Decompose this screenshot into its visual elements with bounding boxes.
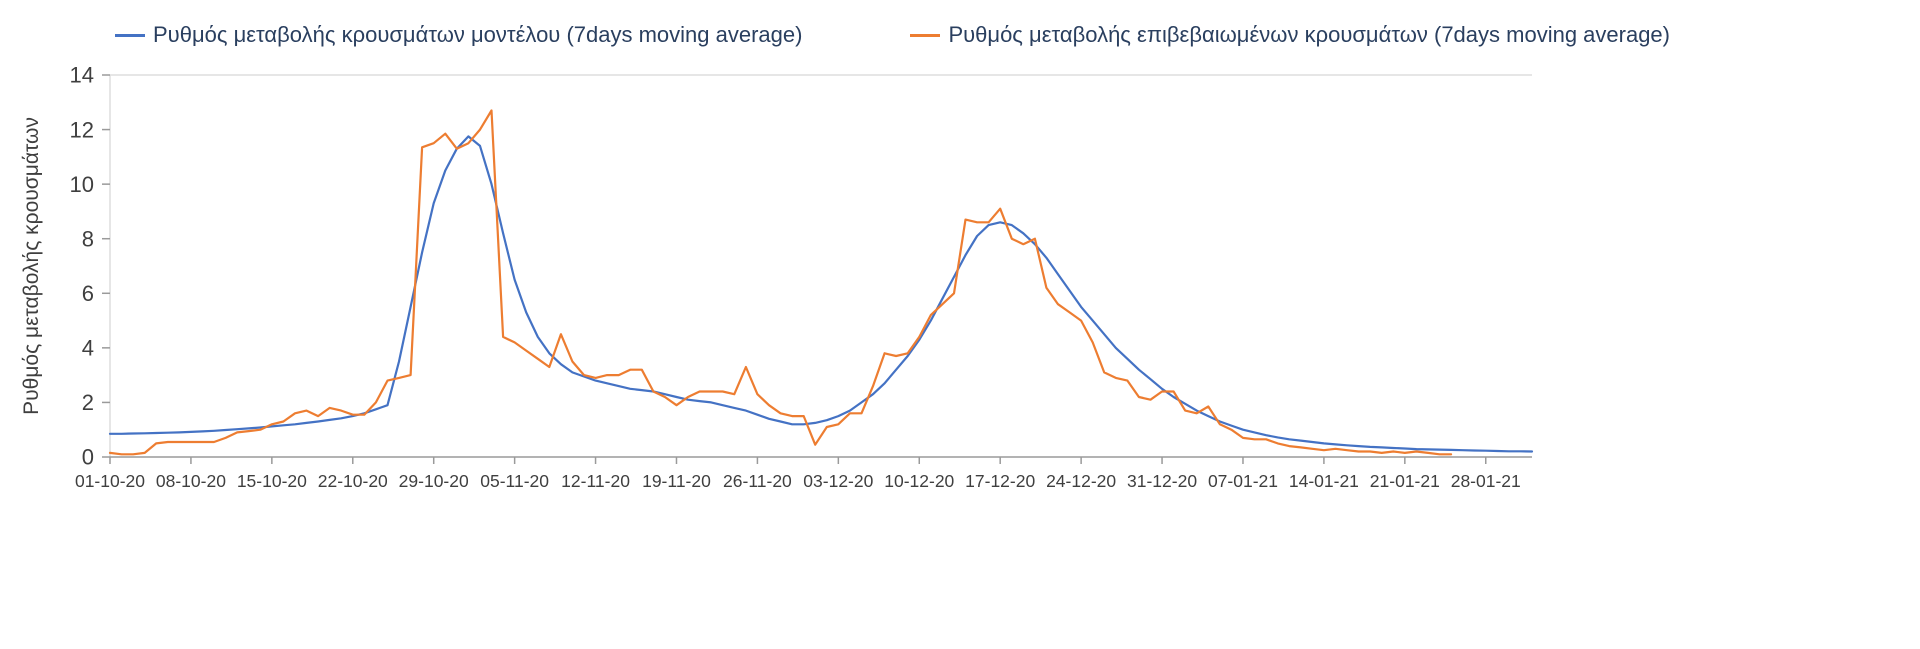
y-tick-label: 6 [82,281,94,306]
x-tick-label: 10-12-20 [884,471,954,491]
x-tick-label: 12-11-20 [561,471,630,491]
legend: Ρυθμός μεταβολής κρουσμάτων μοντέλου (7d… [115,22,1670,48]
legend-label-model: Ρυθμός μεταβολής κρουσμάτων μοντέλου (7d… [153,22,803,47]
legend-label-confirmed: Ρυθμός μεταβολής επιβεβαιωμένων κρουσμάτ… [948,22,1670,47]
y-tick-label: 0 [82,445,94,470]
x-tick-label: 29-10-20 [399,471,469,491]
y-tick-label: 8 [82,226,94,251]
y-tick-label: 2 [82,390,94,415]
x-tick-label: 07-01-21 [1208,471,1278,491]
series-line-confirmed [108,109,1453,456]
x-tick-label: 15-10-20 [237,471,307,491]
y-tick-label: 12 [70,117,94,142]
legend-item-model[interactable]: Ρυθμός μεταβολής κρουσμάτων μοντέλου (7d… [115,22,802,48]
x-tick-label: 08-10-20 [156,471,226,491]
x-tick-label: 24-12-20 [1046,471,1116,491]
series-line-model [108,135,1534,453]
x-tick-label: 26-11-20 [723,471,792,491]
y-tick-label: 10 [70,172,94,197]
x-tick-label: 17-12-20 [965,471,1035,491]
x-tick-label: 22-10-20 [318,471,388,491]
legend-swatch-confirmed-icon [910,33,941,37]
axes-layer: 0 2 4 6 8 10 12 14 01-10-20 08-10-20 15-10-20 22-10… [70,63,1532,491]
x-tick-label: 19-11-20 [642,471,711,491]
legend-swatch-model-icon [115,33,145,37]
legend-item-confirmed[interactable]: Ρυθμός μεταβολής επιβεβαιωμένων κρουσμάτ… [910,22,1670,48]
x-tick-label: 28-01-21 [1451,471,1521,491]
y-tick-label: 14 [70,63,94,88]
x-tick-label: 14-01-21 [1289,471,1359,491]
series-layer [108,109,1534,456]
y-tick-label: 4 [82,336,94,361]
x-tick-label: 31-12-20 [1127,471,1197,491]
x-tick-label: 05-11-20 [480,471,549,491]
x-tick-label: 03-12-20 [803,471,873,491]
y-axis-title: Ρυθμός μεταβολής κρουσμάτων [20,117,43,415]
x-tick-label: 01-10-20 [75,471,145,491]
x-tick-label: 21-01-21 [1370,471,1440,491]
